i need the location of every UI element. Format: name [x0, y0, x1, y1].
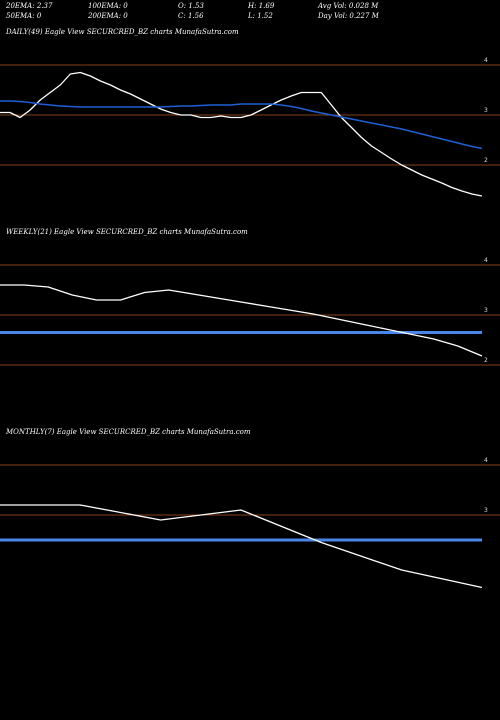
stat-20ema: 20EMA: 2.37 — [6, 2, 53, 10]
weekly-y-tick-4: 4 — [484, 257, 488, 264]
weekly-y-tick-3: 3 — [484, 307, 488, 314]
weekly-ema-band — [0, 331, 482, 334]
weekly-chart-title: WEEKLY(21) Eagle View SECURCRED_BZ chart… — [6, 228, 248, 236]
weekly-y-tick-2: 2 — [484, 357, 488, 364]
stat-close: C: 1.56 — [178, 12, 204, 20]
stat-avg-vol: Avg Vol: 0.028 M — [318, 2, 379, 10]
stat-high: H: 1.69 — [248, 2, 275, 10]
monthly-chart-title: MONTHLY(7) Eagle View SECURCRED_BZ chart… — [6, 428, 251, 436]
daily-y-tick-2: 2 — [484, 157, 488, 164]
stat-50ema: 50EMA: 0 — [6, 12, 42, 20]
stat-200ema: 200EMA: 0 — [88, 12, 128, 20]
stat-100ema: 100EMA: 0 — [88, 2, 128, 10]
daily-ema-line — [0, 100, 483, 150]
weekly-price-line — [0, 284, 483, 357]
monthly-ema-band — [0, 538, 482, 542]
daily-price-line — [0, 71, 483, 197]
monthly-y-tick-4: 4 — [484, 457, 488, 464]
daily-y-tick-3: 3 — [484, 107, 488, 114]
daily-y-tick-4: 4 — [484, 57, 488, 64]
monthly-price-line — [0, 504, 483, 589]
stat-open: O: 1.53 — [178, 2, 204, 10]
daily-chart-title: DAILY(49) Eagle View SECURCRED_BZ charts… — [6, 28, 239, 36]
monthly-y-tick-3: 3 — [484, 507, 488, 514]
stat-day-vol: Day Vol: 0.227 M — [318, 12, 379, 20]
stat-low: L: 1.52 — [248, 12, 273, 20]
